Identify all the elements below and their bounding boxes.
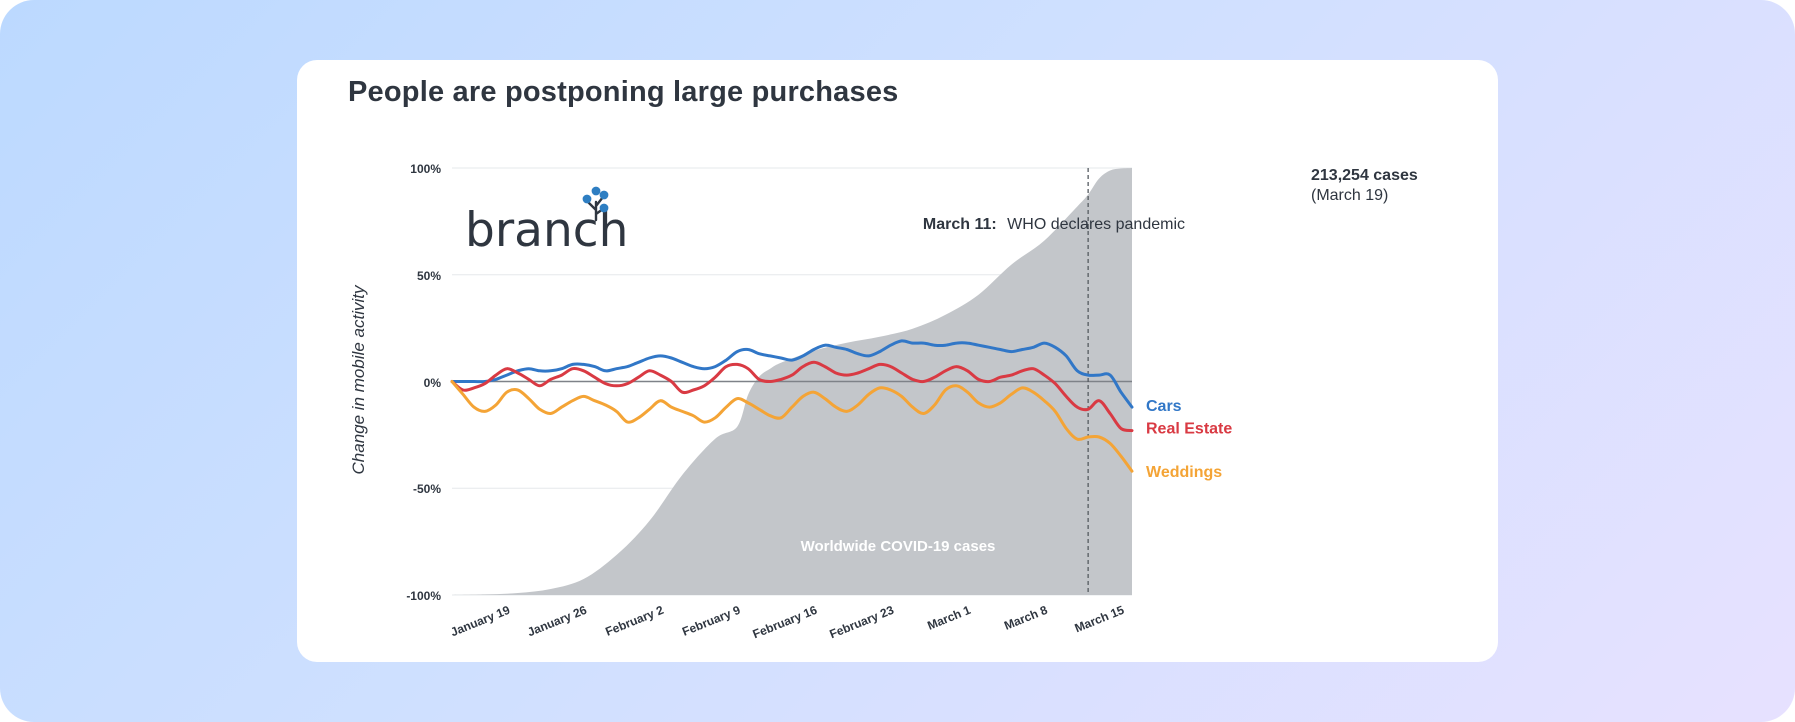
series-label-real-estate: Real Estate (1146, 421, 1232, 438)
series-label-cars: Cars (1146, 398, 1182, 415)
y-tick-label: 0% (424, 376, 442, 390)
x-tick-label: March 15 (1073, 603, 1127, 636)
x-tick-label: February 16 (751, 603, 820, 642)
x-tick-label: January 26 (525, 603, 589, 640)
x-tick-labels: January 19 January 26 February 2 Februar… (449, 603, 1127, 642)
branch-logo-text: branch (465, 203, 628, 258)
y-tick-label: -50% (413, 482, 441, 496)
chart-title: People are postponing large purchases (348, 76, 899, 108)
y-tick-label: -100% (406, 589, 441, 603)
x-tick-label: March 8 (1002, 603, 1050, 633)
x-tick-label: March 1 (925, 603, 973, 633)
series-line-weddings (450, 380, 1134, 473)
pandemic-annotation-text: WHO declares pandemic (1007, 216, 1185, 233)
x-tick-label: February 9 (680, 603, 742, 639)
series-line-cars (450, 339, 1134, 409)
x-tick-label: February 23 (827, 603, 896, 642)
x-tick-label: February 2 (603, 603, 665, 639)
x-tick-label: January 19 (449, 603, 513, 640)
series-label-weddings: Weddings (1146, 464, 1222, 481)
branch-logo: branch (465, 186, 628, 258)
y-tick-label: 100% (410, 162, 441, 176)
case-date-annotation: (March 19) (1311, 187, 1388, 204)
pandemic-annotation: March 11: WHO declares pandemic (923, 216, 1185, 233)
branch-tree-icon (582, 186, 609, 222)
chart-canvas: Worldwide COVID-19 cases March 11: WHO d… (349, 162, 1418, 642)
series-line-real-estate (450, 360, 1134, 433)
covid-area-label: Worldwide COVID-19 cases (801, 538, 996, 555)
pandemic-annotation-date: March 11: (923, 216, 997, 233)
y-tick-label: 50% (417, 269, 441, 283)
case-count-annotation: 213,254 cases (1311, 167, 1418, 184)
chart-card: People are postponing large purchases Wo… (297, 60, 1498, 662)
y-axis-label: Change in mobile activity (349, 284, 368, 474)
y-tick-labels: 100% 50% 0% -50% -100% (406, 162, 441, 603)
